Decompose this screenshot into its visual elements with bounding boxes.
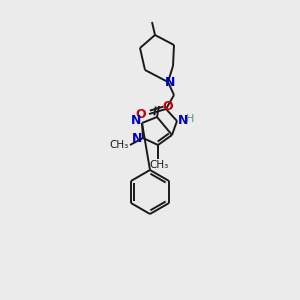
- Text: H: H: [186, 114, 194, 124]
- Text: N: N: [165, 76, 175, 88]
- Text: N: N: [178, 113, 188, 127]
- Text: CH₃: CH₃: [149, 160, 169, 170]
- Text: CH₃: CH₃: [110, 140, 129, 150]
- Text: O: O: [163, 100, 173, 113]
- Text: N: N: [131, 115, 141, 128]
- Text: O: O: [136, 107, 146, 121]
- Text: N: N: [132, 133, 142, 146]
